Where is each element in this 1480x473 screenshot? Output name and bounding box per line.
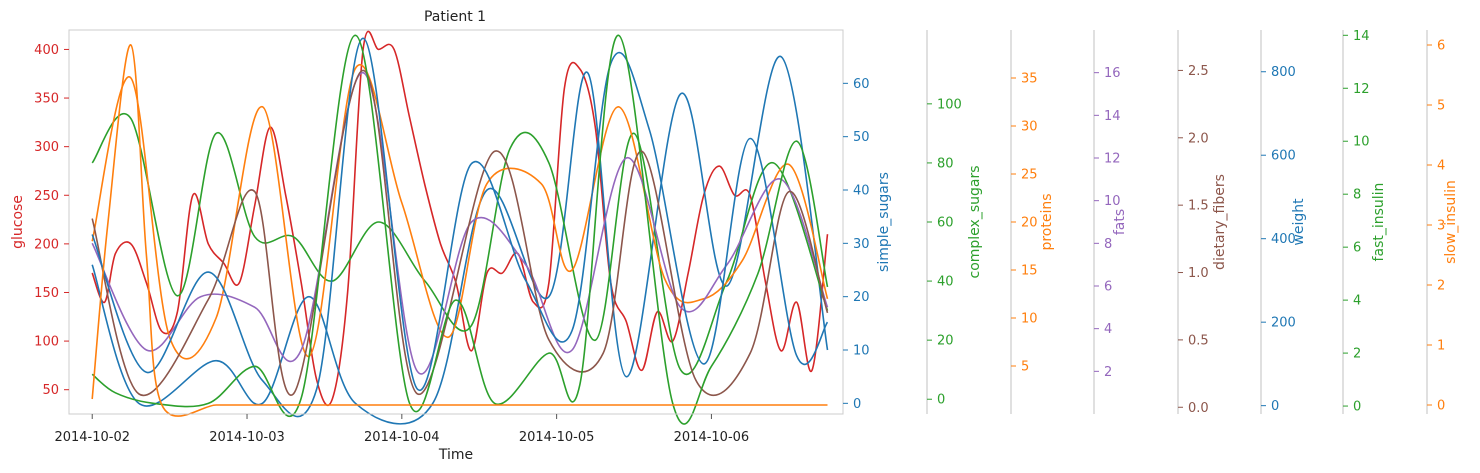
y-axis-label: complex_sugars [967,165,983,278]
series-layer [91,30,829,425]
y-tick-label: 10 [853,344,870,359]
chart-title: Patient 1 [424,9,486,25]
y-axis-label: dietary_fibers [1212,174,1228,270]
series-line-complex_sugars [91,113,829,376]
y-tick-label: 14 [1104,109,1121,124]
y-tick-label: 12 [1104,152,1121,167]
y-tick-label: 10 [1353,135,1370,150]
series-line-simple_sugars [91,55,829,425]
y-tick-label: 6 [1437,39,1445,54]
y-tick-label: 2 [1104,365,1112,380]
y-tick-label: 0 [1437,399,1445,414]
series-line-glucose [91,30,829,407]
x-tick-label: 2014-10-06 [674,430,750,445]
y-tick-label: 100 [34,335,59,350]
y-tick-label: 10 [1104,194,1121,209]
y-tick-label: 1.5 [1188,199,1209,214]
series-line-fast_insulin [91,34,829,425]
y-tick-label: 80 [937,156,954,171]
y-tick-label: 20 [937,334,954,349]
y-tick-label: 3 [1437,219,1445,234]
y-tick-label: 0 [1353,400,1361,415]
series-line-proteins [91,64,829,360]
y-tick-label: 0 [1271,399,1279,414]
y-tick-label: 20 [853,290,870,305]
y-tick-label: 12 [1353,82,1370,97]
y-tick-label: 16 [1104,66,1121,81]
y-tick-label: 2 [1437,279,1445,294]
y-tick-label: 20 [1021,216,1038,231]
y-tick-label: 15 [1021,264,1038,279]
y-tick-label: 5 [1437,99,1445,114]
y-tick-label: 4 [1437,159,1445,174]
y-tick-label: 40 [853,184,870,199]
x-tick-label: 2014-10-04 [364,430,440,445]
series-line-weight [91,37,829,418]
y-tick-label: 50 [42,383,59,398]
y-tick-label: 50 [853,130,870,145]
y-tick-label: 400 [34,43,59,58]
x-axis-label: Time [438,447,473,463]
y-tick-label: 60 [853,77,870,92]
plot-frame [68,29,844,415]
y-tick-label: 100 [937,97,962,112]
y-tick-label: 60 [937,216,954,231]
series-line-fats [91,71,829,375]
y-axis-label: weight [1291,198,1307,246]
y-tick-label: 200 [1271,316,1296,331]
series-line-slow_insulin [91,44,828,417]
y-tick-label: 2 [1353,347,1361,362]
y-tick-label: 400 [1271,232,1296,247]
y-tick-label: 25 [1021,168,1038,183]
y-tick-label: 6 [1353,241,1361,256]
y-axis-label: simple_sugars [876,172,892,272]
y-tick-label: 35 [1021,72,1038,87]
y-axis-label: fats [1112,209,1128,235]
y-tick-label: 1.0 [1188,266,1209,281]
y-axis-label: glucose [10,195,26,249]
y-tick-label: 14 [1353,29,1370,44]
y-tick-label: 8 [1104,237,1112,252]
y-tick-label: 5 [1021,360,1029,375]
y-tick-label: 30 [1021,120,1038,135]
y-tick-label: 600 [1271,149,1296,164]
y-tick-label: 150 [34,286,59,301]
y-tick-label: 1 [1437,339,1445,354]
y-axis-label: proteins [1039,193,1055,250]
y-tick-label: 10 [1021,312,1038,327]
y-tick-label: 2.5 [1188,64,1209,79]
y-tick-label: 250 [34,189,59,204]
y-tick-label: 0 [937,393,945,408]
y-tick-label: 4 [1104,322,1112,337]
y-tick-label: 0 [853,397,861,412]
y-axis-label: fast_insulin [1371,183,1387,262]
y-tick-label: 8 [1353,188,1361,203]
axes-layer: 2014-10-02 2014-10-03 2014-10-04 2014-10-05… [10,29,1459,445]
y-tick-label: 0.0 [1188,401,1209,416]
x-tick-label: 2014-10-05 [519,430,595,445]
series-line-dietary_fibers [91,69,829,397]
y-tick-label: 300 [34,140,59,155]
y-tick-label: 6 [1104,280,1112,295]
y-tick-label: 40 [937,275,954,290]
x-tick-label: 2014-10-02 [54,430,130,445]
y-axis-label: slow_insulin [1443,180,1459,264]
y-tick-label: 350 [34,92,59,107]
y-tick-label: 2.0 [1188,131,1209,146]
y-tick-label: 200 [34,237,59,252]
y-tick-label: 800 [1271,65,1296,80]
y-tick-label: 0.5 [1188,333,1209,348]
y-tick-label: 30 [853,237,870,252]
x-tick-label: 2014-10-03 [209,430,285,445]
y-tick-label: 4 [1353,294,1361,309]
